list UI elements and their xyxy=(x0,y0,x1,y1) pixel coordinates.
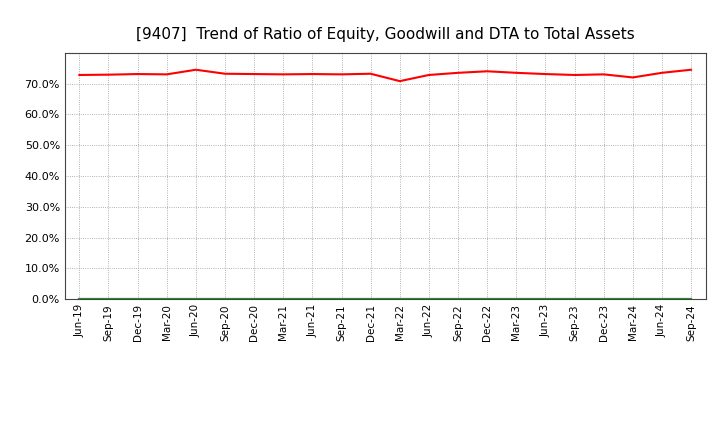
Goodwill xyxy=(570,297,579,302)
Goodwill xyxy=(220,297,229,302)
Deferred Tax Assets xyxy=(483,297,492,302)
Goodwill xyxy=(104,297,113,302)
Goodwill xyxy=(454,297,462,302)
Goodwill xyxy=(163,297,171,302)
Goodwill xyxy=(541,297,550,302)
Equity xyxy=(133,71,142,77)
Deferred Tax Assets xyxy=(629,297,637,302)
Equity xyxy=(512,70,521,75)
Deferred Tax Assets xyxy=(366,297,375,302)
Equity xyxy=(454,70,462,75)
Deferred Tax Assets xyxy=(220,297,229,302)
Deferred Tax Assets xyxy=(425,297,433,302)
Equity xyxy=(657,70,666,75)
Goodwill xyxy=(75,297,84,302)
Equity xyxy=(250,71,258,77)
Deferred Tax Assets xyxy=(133,297,142,302)
Deferred Tax Assets xyxy=(250,297,258,302)
Deferred Tax Assets xyxy=(454,297,462,302)
Deferred Tax Assets xyxy=(192,297,200,302)
Equity xyxy=(104,72,113,77)
Equity xyxy=(192,67,200,72)
Goodwill xyxy=(192,297,200,302)
Goodwill xyxy=(337,297,346,302)
Goodwill xyxy=(250,297,258,302)
Equity xyxy=(541,71,550,77)
Equity xyxy=(163,72,171,77)
Goodwill xyxy=(133,297,142,302)
Goodwill xyxy=(279,297,287,302)
Deferred Tax Assets xyxy=(75,297,84,302)
Equity xyxy=(599,72,608,77)
Equity xyxy=(425,72,433,77)
Deferred Tax Assets xyxy=(541,297,550,302)
Equity xyxy=(366,71,375,77)
Line: Equity: Equity xyxy=(79,70,691,81)
Goodwill xyxy=(512,297,521,302)
Equity xyxy=(629,75,637,80)
Equity xyxy=(483,69,492,74)
Deferred Tax Assets xyxy=(657,297,666,302)
Deferred Tax Assets xyxy=(512,297,521,302)
Equity xyxy=(337,72,346,77)
Deferred Tax Assets xyxy=(104,297,113,302)
Goodwill xyxy=(483,297,492,302)
Equity xyxy=(308,71,317,77)
Goodwill xyxy=(599,297,608,302)
Deferred Tax Assets xyxy=(599,297,608,302)
Deferred Tax Assets xyxy=(308,297,317,302)
Deferred Tax Assets xyxy=(337,297,346,302)
Equity xyxy=(220,71,229,77)
Deferred Tax Assets xyxy=(279,297,287,302)
Title: [9407]  Trend of Ratio of Equity, Goodwill and DTA to Total Assets: [9407] Trend of Ratio of Equity, Goodwil… xyxy=(136,27,634,42)
Goodwill xyxy=(425,297,433,302)
Equity xyxy=(75,72,84,77)
Deferred Tax Assets xyxy=(570,297,579,302)
Deferred Tax Assets xyxy=(163,297,171,302)
Equity xyxy=(687,67,696,72)
Equity xyxy=(395,78,404,84)
Goodwill xyxy=(366,297,375,302)
Goodwill xyxy=(657,297,666,302)
Goodwill xyxy=(308,297,317,302)
Goodwill xyxy=(395,297,404,302)
Deferred Tax Assets xyxy=(687,297,696,302)
Goodwill xyxy=(629,297,637,302)
Equity xyxy=(279,72,287,77)
Goodwill xyxy=(687,297,696,302)
Equity xyxy=(570,72,579,77)
Deferred Tax Assets xyxy=(395,297,404,302)
